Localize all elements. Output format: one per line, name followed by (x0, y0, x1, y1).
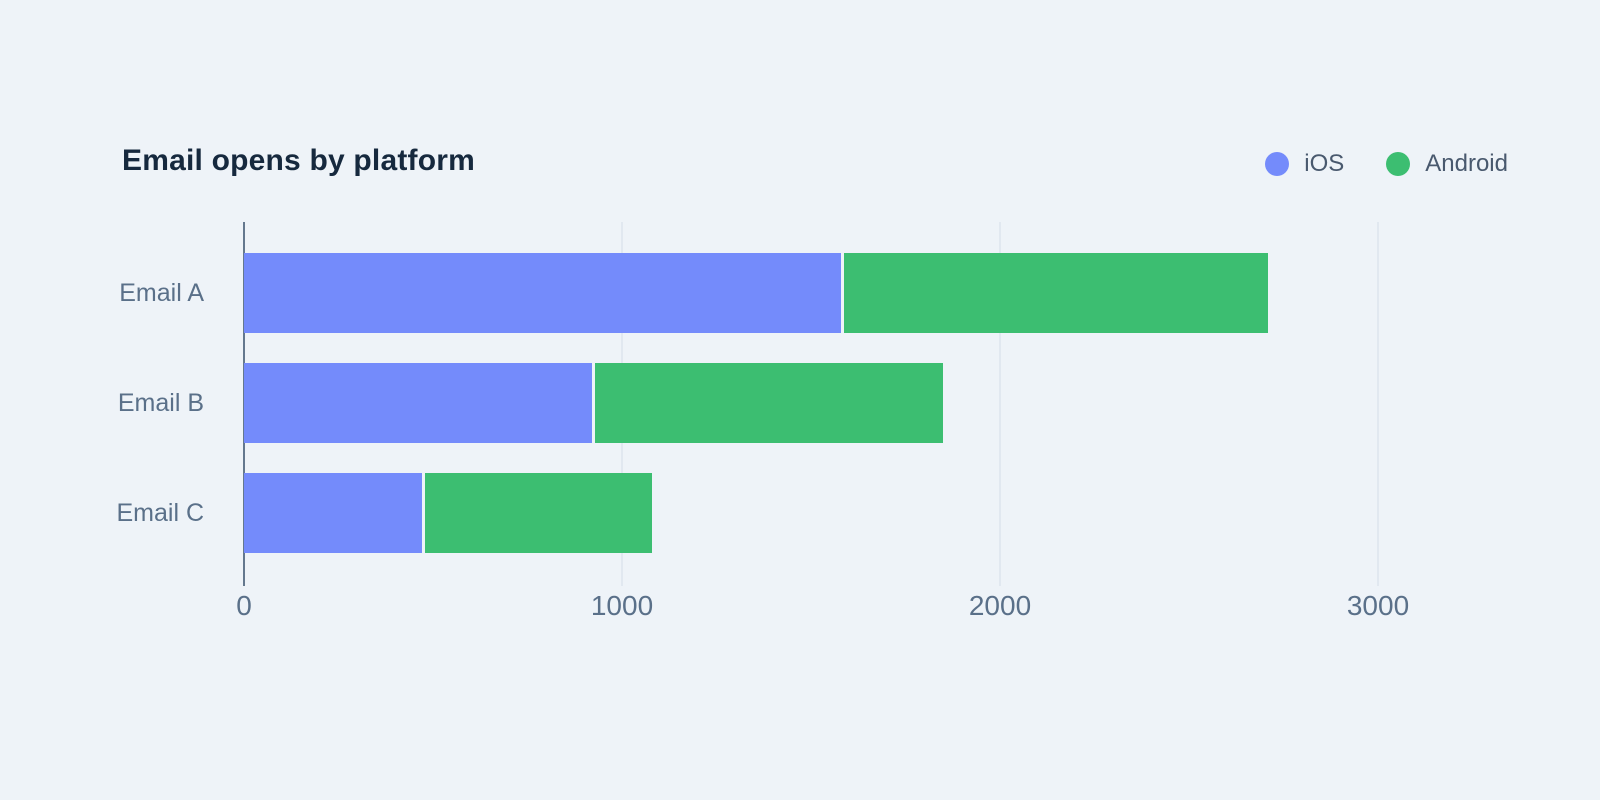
legend: iOS Android (1265, 150, 1508, 178)
legend-dot-android-icon (1386, 152, 1411, 176)
x-tick-label-0: 0 (236, 590, 252, 621)
legend-label-ios: iOS (1304, 150, 1345, 177)
x-tick-label-3000: 3000 (1346, 590, 1410, 621)
x-tick-label-2000: 2000 (968, 590, 1032, 621)
chart-title: Email opens by platform (122, 144, 475, 177)
legend-dot-ios-icon (1265, 152, 1290, 176)
bar-row-email-c (244, 473, 1378, 553)
legend-label-android: Android (1425, 150, 1508, 177)
category-label-email-c: Email C (116, 499, 204, 527)
bar-segment-ios-email-c[interactable] (244, 473, 422, 553)
category-label-email-a: Email A (119, 279, 204, 307)
bar-row-email-b (244, 363, 1378, 443)
bar-segment-android-email-c[interactable] (421, 473, 653, 553)
category-label-email-b: Email B (117, 389, 204, 417)
gridline-3000 (1377, 222, 1379, 586)
plot-area (243, 222, 1379, 586)
bar-segment-android-email-a[interactable] (841, 253, 1269, 333)
category-axis: Email A Email B Email C (0, 222, 204, 586)
bar-segment-ios-email-b[interactable] (244, 363, 592, 443)
legend-item-ios[interactable]: iOS (1265, 150, 1344, 178)
bar-segment-android-email-b[interactable] (591, 363, 944, 443)
x-tick-label-1000: 1000 (590, 590, 654, 621)
value-axis: 0 1000 2000 3000 (236, 590, 1409, 626)
legend-item-android[interactable]: Android (1386, 150, 1508, 178)
gridline-2000 (999, 222, 1001, 586)
bar-segment-ios-email-a[interactable] (244, 253, 842, 333)
bar-row-email-a (244, 253, 1378, 333)
